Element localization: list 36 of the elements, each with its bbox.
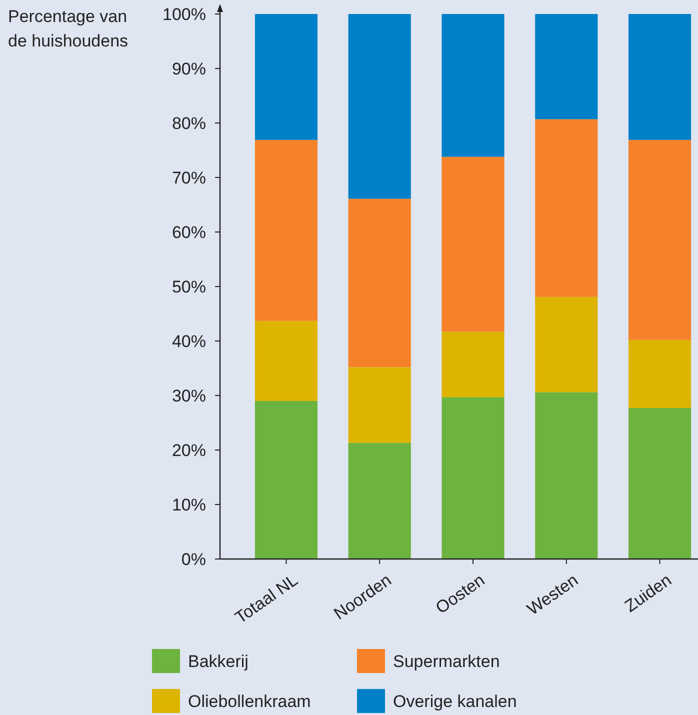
bar	[535, 296, 598, 392]
bar	[442, 332, 504, 398]
bar	[628, 14, 692, 140]
y-tick-label: 60%	[172, 222, 206, 242]
bar	[254, 14, 318, 140]
legend-label: Oliebollenkraam	[188, 692, 311, 711]
bar	[254, 320, 318, 401]
bar	[254, 400, 318, 559]
y-tick-label: 10%	[172, 495, 206, 514]
bar	[348, 442, 411, 559]
bar	[254, 140, 318, 321]
bar	[628, 408, 692, 559]
bar	[442, 14, 504, 157]
y-tick-label: 70%	[172, 168, 206, 188]
y-tick-label: 100%	[162, 4, 206, 24]
y-tick-label: 50%	[172, 277, 206, 296]
bar	[348, 198, 411, 368]
legend-label: Bakkerij	[188, 652, 248, 671]
legend-label: Supermarkten	[393, 652, 500, 671]
bar	[442, 156, 504, 332]
y-tick-label: 40%	[172, 332, 206, 351]
bar	[348, 14, 411, 199]
bar	[348, 367, 411, 443]
bar	[628, 340, 692, 408]
legend-label: Overige kanalen	[393, 692, 517, 711]
y-tick-label: 80%	[172, 114, 206, 133]
y-tick-label: 20%	[172, 440, 206, 460]
bar	[535, 14, 598, 120]
bar	[442, 397, 504, 559]
y-tick-label: 90%	[172, 59, 206, 78]
y-tick-label: 30%	[172, 386, 206, 406]
bar	[535, 119, 598, 297]
bar	[628, 140, 692, 340]
bar	[535, 392, 598, 559]
y-tick-label: 0%	[181, 550, 206, 569]
y-axis-title: Percentage van de huishoudens	[8, 7, 128, 51]
